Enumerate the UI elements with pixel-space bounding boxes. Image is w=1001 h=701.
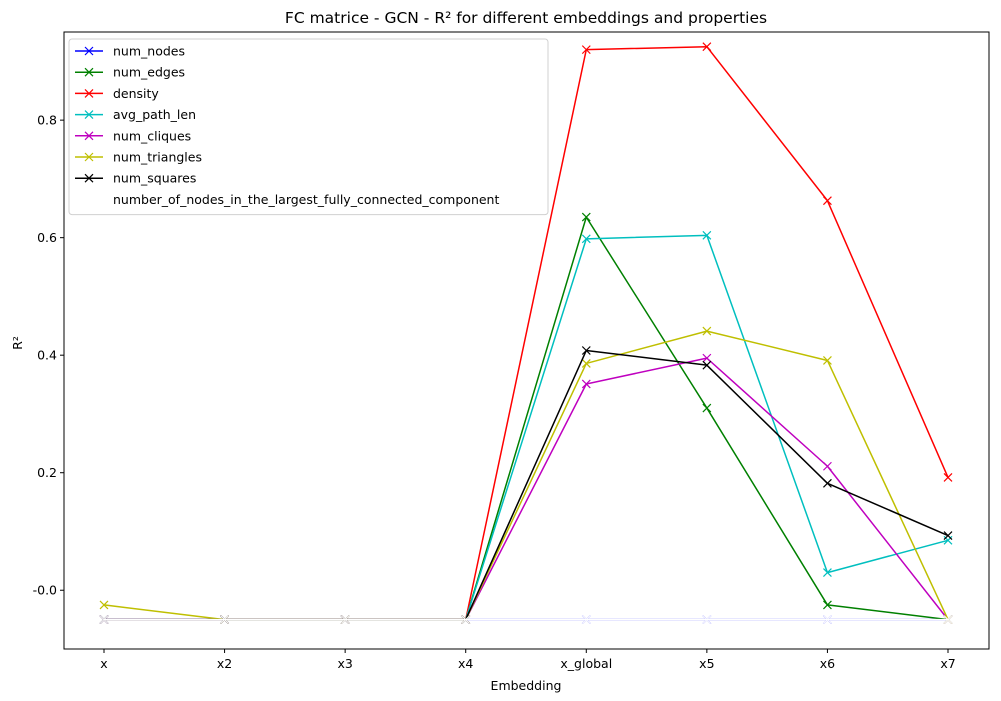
legend-label: num_cliques bbox=[113, 128, 191, 143]
data-point-marker bbox=[823, 600, 832, 610]
y-axis-label: R² bbox=[10, 336, 25, 350]
data-point-marker bbox=[823, 568, 832, 578]
data-point-marker bbox=[823, 196, 832, 206]
data-point-marker bbox=[823, 461, 832, 471]
data-point-marker bbox=[581, 45, 591, 55]
legend-marker-swatch bbox=[84, 194, 94, 204]
x-tick-label: x5 bbox=[699, 656, 714, 671]
x-axis-ticks: x x2 x3 x4 x_global x5 x6 x7 bbox=[100, 649, 956, 671]
y-tick-label: 0.6 bbox=[37, 230, 57, 245]
series-num-triangles bbox=[99, 326, 953, 625]
legend-marker-swatch bbox=[84, 173, 94, 183]
data-point-marker bbox=[581, 346, 591, 355]
x-tick-label: x6 bbox=[820, 656, 835, 671]
legend-item: density bbox=[75, 86, 159, 101]
series-line bbox=[104, 216, 949, 621]
data-point-marker bbox=[702, 615, 712, 625]
data-point-marker bbox=[220, 615, 229, 625]
series-avg-path-len bbox=[99, 230, 953, 625]
series-num-cliques bbox=[99, 353, 953, 625]
x-tick-label: x bbox=[100, 656, 107, 671]
y-tick-label: 0.2 bbox=[37, 465, 57, 480]
data-point-marker bbox=[581, 212, 591, 222]
legend-item: num_edges bbox=[75, 65, 185, 80]
legend-item: num_triangles bbox=[75, 150, 202, 165]
data-point-marker bbox=[581, 615, 591, 625]
legend-marker-swatch bbox=[84, 110, 94, 120]
data-point-marker bbox=[581, 358, 591, 368]
data-point-marker bbox=[823, 478, 832, 488]
legend-label: num_triangles bbox=[113, 150, 202, 165]
data-point-marker bbox=[823, 356, 832, 365]
legend-item: num_cliques bbox=[75, 128, 191, 143]
data-point-marker bbox=[943, 615, 953, 625]
data-point-marker bbox=[702, 42, 712, 52]
series-line bbox=[104, 234, 949, 621]
x-tick-label: x7 bbox=[940, 656, 955, 671]
legend-item: number_of_nodes_in_the_largest_fully_con… bbox=[75, 192, 499, 207]
legend-marker-swatch bbox=[84, 152, 94, 162]
legend-label: num_squares bbox=[113, 171, 196, 186]
data-point-marker bbox=[581, 234, 591, 244]
data-point-marker bbox=[99, 600, 109, 610]
data-point-marker bbox=[702, 326, 712, 336]
legend-label: number_of_nodes_in_the_largest_fully_con… bbox=[113, 192, 499, 207]
chart-title: FC matrice - GCN - R² for different embe… bbox=[285, 9, 767, 27]
legend-marker-swatch bbox=[84, 88, 94, 98]
legend-frame bbox=[68, 38, 549, 216]
x-tick-label: x_global bbox=[560, 656, 612, 671]
legend-label: num_edges bbox=[113, 65, 185, 80]
series-layer bbox=[99, 42, 953, 625]
x-axis-label: Embedding bbox=[491, 678, 562, 693]
data-point-marker bbox=[99, 615, 109, 625]
legend-item: num_nodes bbox=[75, 44, 185, 59]
data-point-marker bbox=[702, 230, 712, 240]
legend-label: avg_path_len bbox=[113, 107, 196, 122]
x-tick-label: x4 bbox=[458, 656, 473, 671]
legend-marker-swatch bbox=[84, 131, 94, 141]
data-point-marker bbox=[461, 615, 471, 625]
y-tick-label: 0.8 bbox=[37, 113, 57, 128]
y-tick-label: 0.4 bbox=[37, 348, 57, 363]
data-point-marker bbox=[702, 360, 712, 370]
data-point-marker bbox=[702, 353, 712, 363]
data-point-marker bbox=[823, 615, 832, 625]
series-number-of-nodes-in-the-largest-fully-connected-component bbox=[99, 615, 953, 625]
legend-item: num_squares bbox=[75, 171, 196, 186]
series-line bbox=[103, 330, 949, 621]
x-tick-label: x3 bbox=[337, 656, 352, 671]
series-num-squares bbox=[99, 346, 953, 625]
y-axis-ticks: -0.0 0.2 0.4 0.6 0.8 bbox=[33, 113, 64, 598]
legend-label: density bbox=[113, 86, 159, 101]
legend-label: num_nodes bbox=[113, 44, 185, 59]
data-point-marker bbox=[943, 531, 953, 541]
legend-item: avg_path_len bbox=[75, 107, 196, 122]
y-tick-label: -0.0 bbox=[33, 583, 57, 598]
plot-area-frame bbox=[63, 31, 990, 650]
x-tick-label: x2 bbox=[217, 656, 232, 671]
series-line bbox=[104, 349, 949, 621]
series-line bbox=[104, 357, 949, 621]
data-point-marker bbox=[943, 472, 953, 482]
legend-marker-swatch bbox=[84, 67, 94, 77]
legend-marker-swatch bbox=[84, 46, 94, 56]
data-point-marker bbox=[340, 615, 350, 625]
data-point-marker bbox=[581, 379, 591, 389]
data-point-marker bbox=[702, 403, 712, 413]
